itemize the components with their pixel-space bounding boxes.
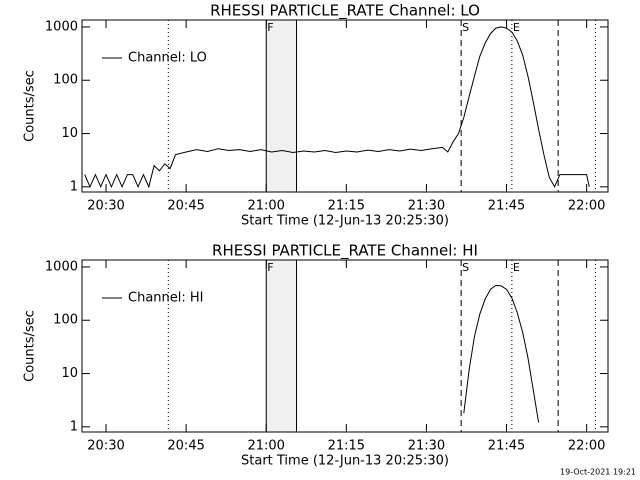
footer-stamp: 19-Oct-2021 19:21 <box>560 468 636 477</box>
x-tick-label: 20:30 <box>87 199 124 214</box>
event-label: S <box>462 21 469 34</box>
x-tick-label: 21:15 <box>328 439 365 454</box>
shaded-interval <box>266 20 297 192</box>
x-tick-label: 21:00 <box>247 199 284 214</box>
x-tick-label: 20:45 <box>167 199 204 214</box>
x-axis-label: Start Time (12-Jun-13 20:25:30) <box>241 454 449 469</box>
y-axis-label: Counts/sec <box>23 310 38 382</box>
x-tick-label: 21:45 <box>488 439 525 454</box>
x-tick-label: 20:45 <box>167 439 204 454</box>
event-label: F <box>267 261 273 274</box>
y-tick-label: 100 <box>53 313 78 328</box>
x-axis-label: Start Time (12-Jun-13 20:25:30) <box>241 214 449 229</box>
x-tick-label: 21:00 <box>247 439 284 454</box>
event-label: F <box>267 21 273 34</box>
x-tick-label: 21:15 <box>328 199 365 214</box>
x-tick-label: 22:00 <box>568 439 605 454</box>
plot-frame <box>81 19 609 193</box>
event-label: S <box>462 261 469 274</box>
x-tick-label: 21:30 <box>408 439 445 454</box>
chart-title: RHESSI PARTICLE_RATE Channel: LO <box>210 2 480 21</box>
y-axis-label: Counts/sec <box>23 70 38 142</box>
shaded-interval <box>266 260 297 432</box>
data-line <box>84 26 590 189</box>
y-tick-label: 100 <box>53 73 78 88</box>
plot-frame <box>81 259 609 433</box>
x-tick-label: 22:00 <box>568 199 605 214</box>
data-line <box>463 284 540 423</box>
y-tick-label: 1000 <box>45 19 78 34</box>
event-label: E <box>513 261 520 274</box>
legend-label: Channel: HI <box>128 291 204 306</box>
y-tick-label: 1 <box>70 179 78 194</box>
x-tick-label: 21:30 <box>408 199 445 214</box>
y-tick-label: 10 <box>61 126 78 141</box>
y-tick-label: 1000 <box>45 259 78 274</box>
y-tick-label: 1 <box>70 419 78 434</box>
chart-title: RHESSI PARTICLE_RATE Channel: HI <box>212 242 478 261</box>
legend-label: Channel: LO <box>128 51 207 66</box>
event-label: E <box>513 21 520 34</box>
x-tick-label: 21:45 <box>488 199 525 214</box>
y-tick-label: 10 <box>61 366 78 381</box>
x-tick-label: 20:30 <box>87 439 124 454</box>
